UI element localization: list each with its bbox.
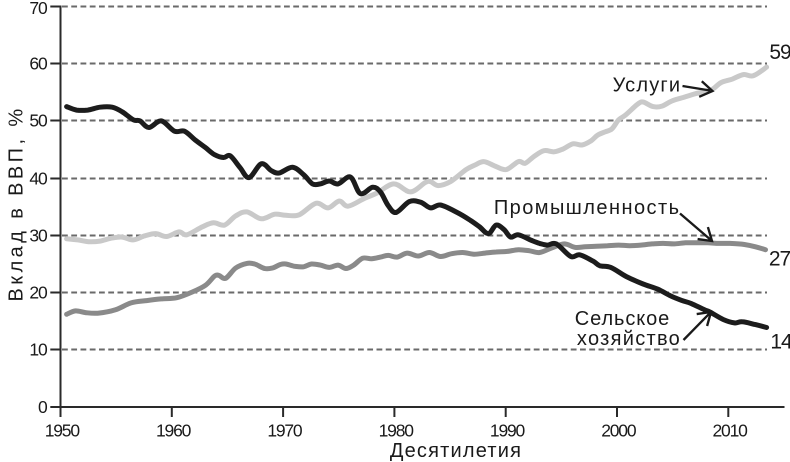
- svg-text:Сельское: Сельское: [575, 308, 670, 330]
- svg-text:27: 27: [769, 248, 790, 271]
- svg-text:1970: 1970: [267, 421, 303, 441]
- svg-text:Вклад в ВВП, %: Вклад в ВВП, %: [6, 105, 28, 301]
- svg-text:14: 14: [770, 331, 790, 354]
- svg-text:59: 59: [769, 41, 790, 64]
- svg-text:Промышленность: Промышленность: [494, 197, 681, 219]
- svg-text:Услуги: Услуги: [613, 75, 682, 97]
- svg-text:1950: 1950: [45, 421, 81, 441]
- svg-text:1980: 1980: [379, 421, 415, 441]
- svg-text:50: 50: [29, 111, 48, 131]
- svg-text:30: 30: [29, 226, 48, 246]
- svg-text:10: 10: [29, 340, 48, 360]
- svg-text:Десятилетия: Десятилетия: [390, 440, 522, 462]
- svg-text:40: 40: [29, 169, 48, 189]
- svg-text:1990: 1990: [490, 421, 526, 441]
- svg-text:1960: 1960: [156, 421, 192, 441]
- svg-text:70: 70: [29, 0, 48, 18]
- svg-text:хозяйство: хозяйство: [577, 328, 681, 350]
- svg-text:60: 60: [29, 54, 48, 74]
- svg-text:20: 20: [29, 283, 48, 303]
- svg-text:2010: 2010: [713, 421, 749, 441]
- svg-text:0: 0: [38, 397, 48, 417]
- svg-text:2000: 2000: [601, 421, 637, 441]
